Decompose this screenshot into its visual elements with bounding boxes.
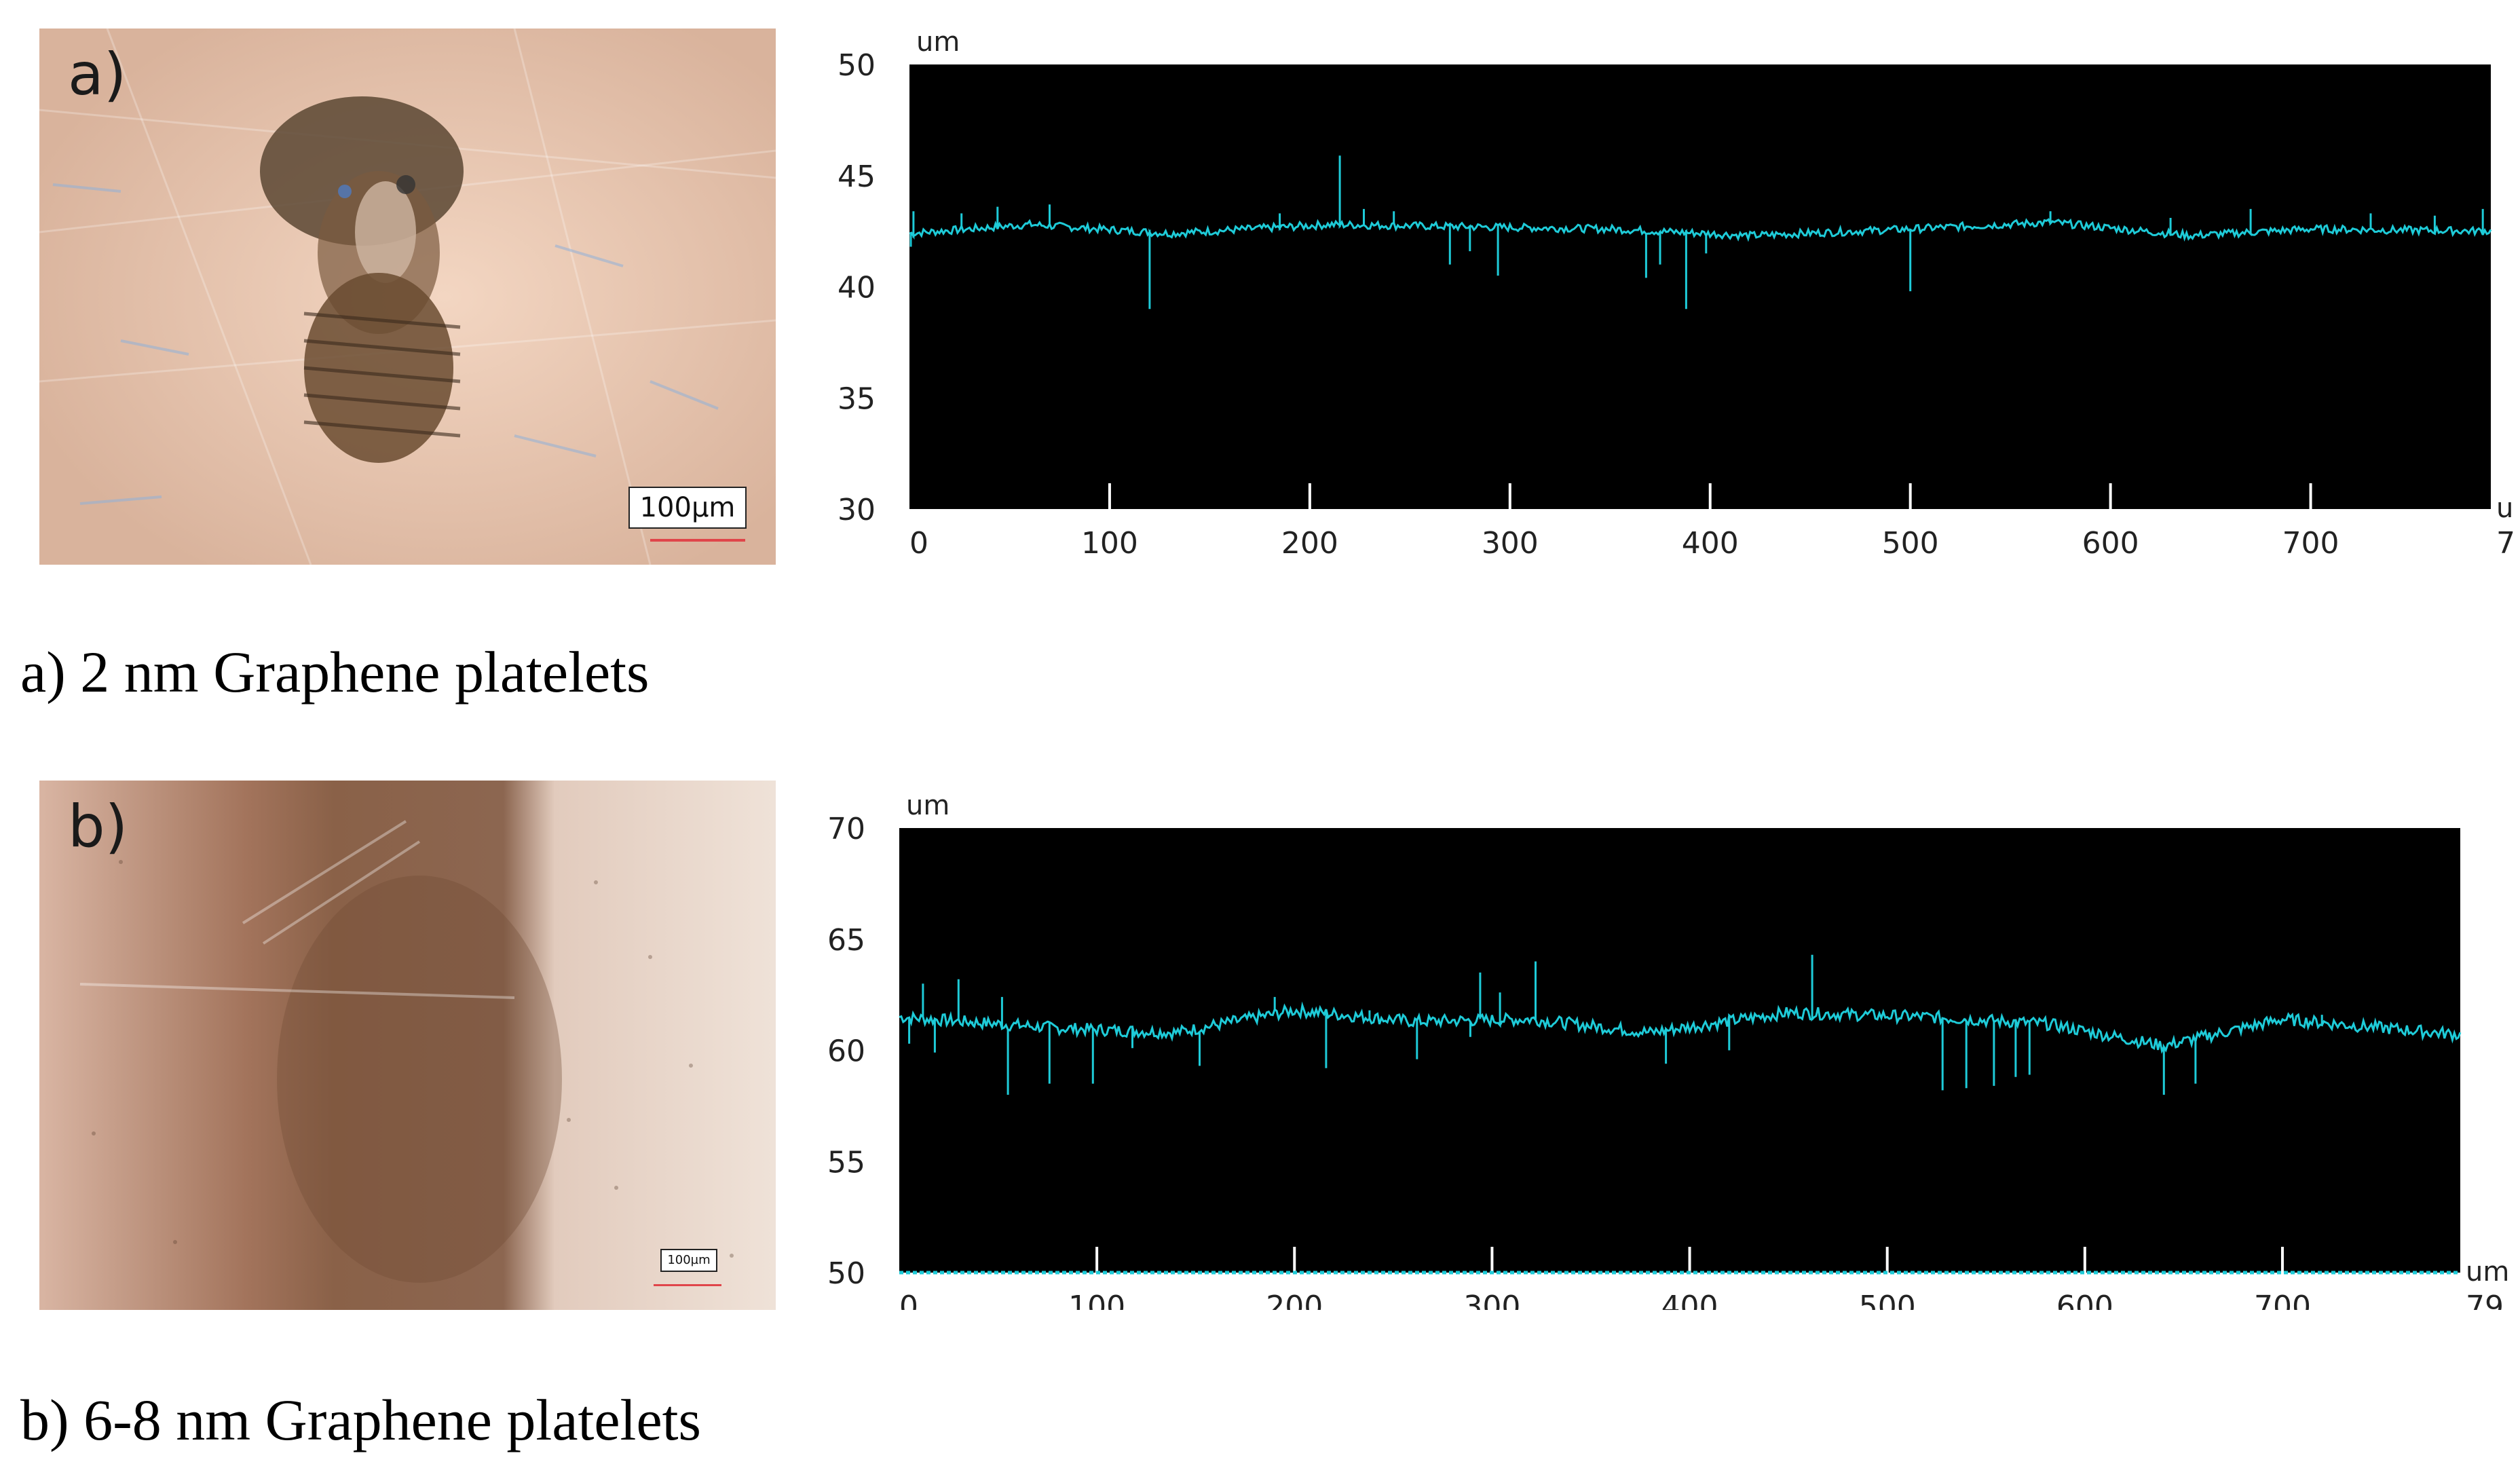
x-tick-label: 100	[1081, 526, 1138, 561]
x-tick-label: 700	[2254, 1290, 2311, 1310]
profile-trace	[899, 954, 2462, 1095]
y-tick-label: 50	[827, 1256, 865, 1291]
x-tick-label-end: 7	[2496, 526, 2515, 561]
scale-bar	[650, 539, 745, 542]
x-tick-label: 300	[1482, 526, 1539, 561]
scale-bar-label: 100µm	[628, 487, 747, 529]
x-tick-label: 500	[1882, 526, 1939, 561]
x-tick-label: 600	[2056, 1290, 2113, 1310]
x-tick-label: 0	[899, 1290, 918, 1310]
y-tick-label: 40	[838, 271, 876, 305]
x-unit-label: um	[2466, 1256, 2509, 1288]
x-tick-label: 700	[2282, 526, 2339, 561]
x-tick-label: 500	[1859, 1290, 1916, 1310]
plot-area	[909, 64, 2491, 509]
y-tick-label: 45	[838, 159, 876, 194]
y-tick-label: 70	[827, 812, 865, 846]
x-tick-label-end: 79	[2466, 1290, 2504, 1310]
figure-caption: b) 6-8 nm Graphene platelets	[20, 1387, 701, 1452]
x-tick-label: 200	[1281, 526, 1338, 561]
profile-chart-svg: 30 35 40 45 50 um 0 100 200 300 400 500 600 700 7u	[838, 26, 2515, 561]
panel-b: b) 100µm 50 55 60 65 70 um 0 100 200 300 400 500 600…	[0, 747, 2520, 1464]
x-tick-label: 400	[1682, 526, 1739, 561]
micrograph-texture	[39, 781, 776, 1310]
y-tick-label: 55	[827, 1145, 865, 1180]
y-unit-label: um	[916, 26, 960, 58]
figure-caption: a) 2 nm Graphene platelets	[20, 639, 650, 705]
panel-label: b)	[68, 793, 128, 861]
x-tick-label: 0	[909, 526, 928, 561]
y-tick-label: 30	[838, 493, 876, 527]
x-tick-label: 400	[1661, 1290, 1718, 1310]
scale-bar	[654, 1284, 721, 1286]
scale-bar-label: 100µm	[660, 1249, 717, 1272]
micrograph-image: a) 100µm	[39, 29, 776, 565]
panel-a: a) 100µm 30 35 40 45 50 um 0 100 200 300 400 500 600…	[20, 14, 2520, 705]
profile-chart: 30 35 40 45 50 um 0 100 200 300 400 500 600 700 7 u	[801, 14, 2520, 563]
y-tick-label: 35	[838, 381, 876, 416]
y-tick-label: 65	[827, 923, 865, 958]
panel-label: a)	[68, 41, 127, 109]
plot-area	[899, 828, 2460, 1273]
x-tick-label: 300	[1463, 1290, 1520, 1310]
micrograph-image: b) 100µm	[39, 781, 776, 1310]
y-tick-label: 50	[838, 48, 876, 83]
y-unit-label: um	[906, 790, 949, 821]
micrograph-texture	[39, 29, 776, 565]
x-tick-label: 600	[2082, 526, 2139, 561]
profile-chart: 50 55 60 65 70 um 0 100 200 300 400 500 600 700 79 um	[801, 767, 2520, 1310]
profile-trace	[909, 155, 2492, 309]
x-unit-label: u	[2496, 493, 2513, 524]
x-tick-label: 100	[1068, 1290, 1125, 1310]
x-tick-label: 200	[1266, 1290, 1323, 1310]
y-tick-label: 60	[827, 1034, 865, 1069]
